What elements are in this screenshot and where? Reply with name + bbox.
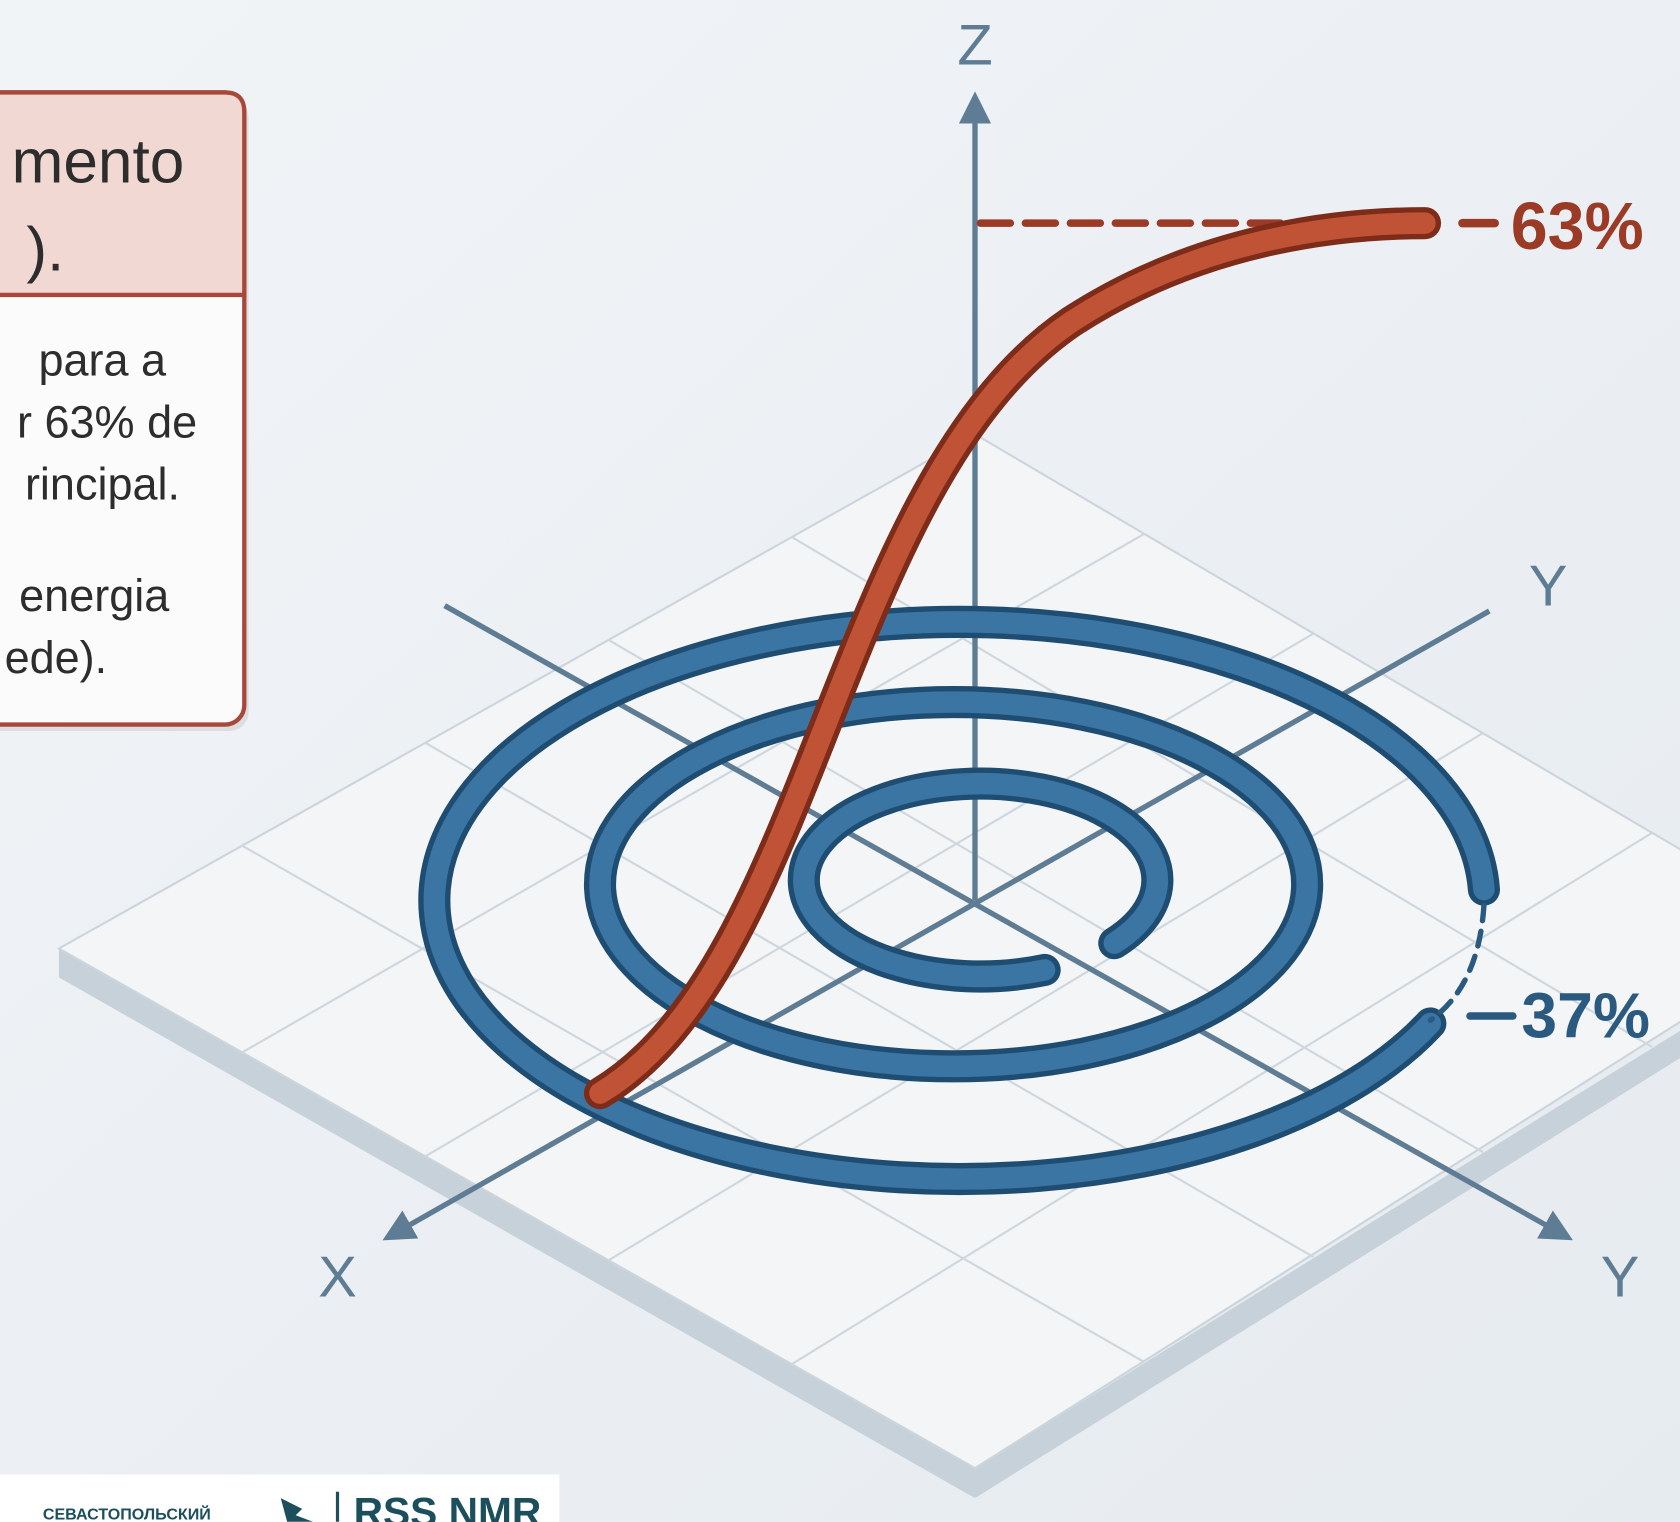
top-label: 63%: [1511, 190, 1644, 264]
callout: mento ). para a r 63% de rincipal. energ…: [0, 90, 249, 731]
footer-logo: RSS NMR: [354, 1489, 542, 1522]
axis-label: Z: [957, 14, 992, 78]
callout-title: mento: [12, 127, 185, 196]
footer-text: СЕВАСТОПОЛЬСКИЙ: [43, 1505, 211, 1522]
callout-text: ede).: [5, 632, 108, 683]
curve: [583, 207, 1499, 1110]
callout-text: rincipal.: [25, 459, 180, 510]
axis-label: Y: [1529, 555, 1568, 619]
axis-label: Y: [1601, 1246, 1640, 1310]
footer: СЕВАСТОПОЛЬСКИЙ RSS NMR: [0, 1474, 560, 1522]
callout-text: para a: [38, 334, 167, 385]
callout-text: r 63% de: [17, 396, 197, 447]
gap-label: 37%: [1521, 979, 1650, 1051]
callout-text: energia: [19, 570, 170, 621]
callout-title: ).: [26, 215, 64, 284]
axis-label: X: [318, 1246, 357, 1310]
spiral: [418, 605, 1517, 1196]
